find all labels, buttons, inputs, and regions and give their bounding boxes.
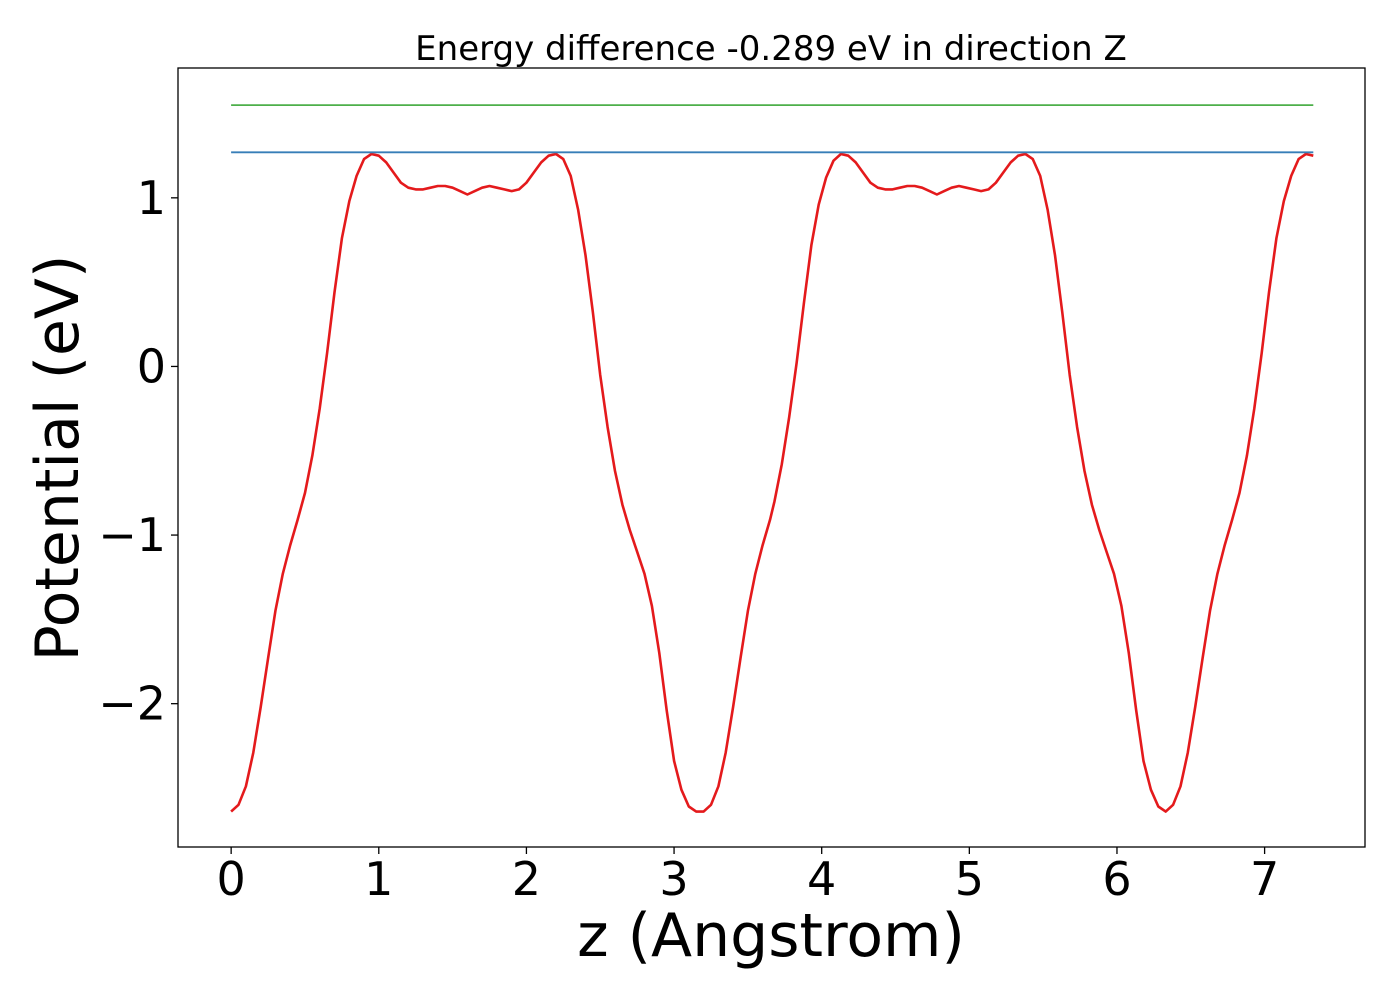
y-axis-label: Potential (eV): [23, 255, 93, 662]
plot-frame: [177, 67, 1366, 848]
y-tick-label: 0: [137, 339, 166, 393]
y-axis-ticks: 1 0 −1 −2: [98, 171, 178, 731]
series-line-0: [230, 152, 1314, 813]
x-tick-label: 3: [659, 852, 688, 906]
x-tick-label: 2: [512, 852, 541, 906]
x-tick-label: 4: [807, 852, 836, 906]
y-tick-label: 1: [137, 171, 166, 225]
x-tick-label: 1: [364, 852, 393, 906]
x-tick-label: 7: [1250, 852, 1279, 906]
x-tick-label: 5: [955, 852, 984, 906]
chart-title: Energy difference -0.289 eV in direction…: [415, 29, 1127, 69]
x-tick-label: 0: [217, 852, 246, 906]
plot-lines: [230, 104, 1314, 813]
x-axis-ticks: 0 1 2 3 4 5 6 7: [217, 847, 1279, 906]
x-tick-label: 6: [1102, 852, 1131, 906]
y-tick-label: −2: [98, 677, 166, 731]
y-tick-label: −1: [98, 508, 166, 562]
x-axis-label: z (Angstrom): [577, 901, 965, 971]
